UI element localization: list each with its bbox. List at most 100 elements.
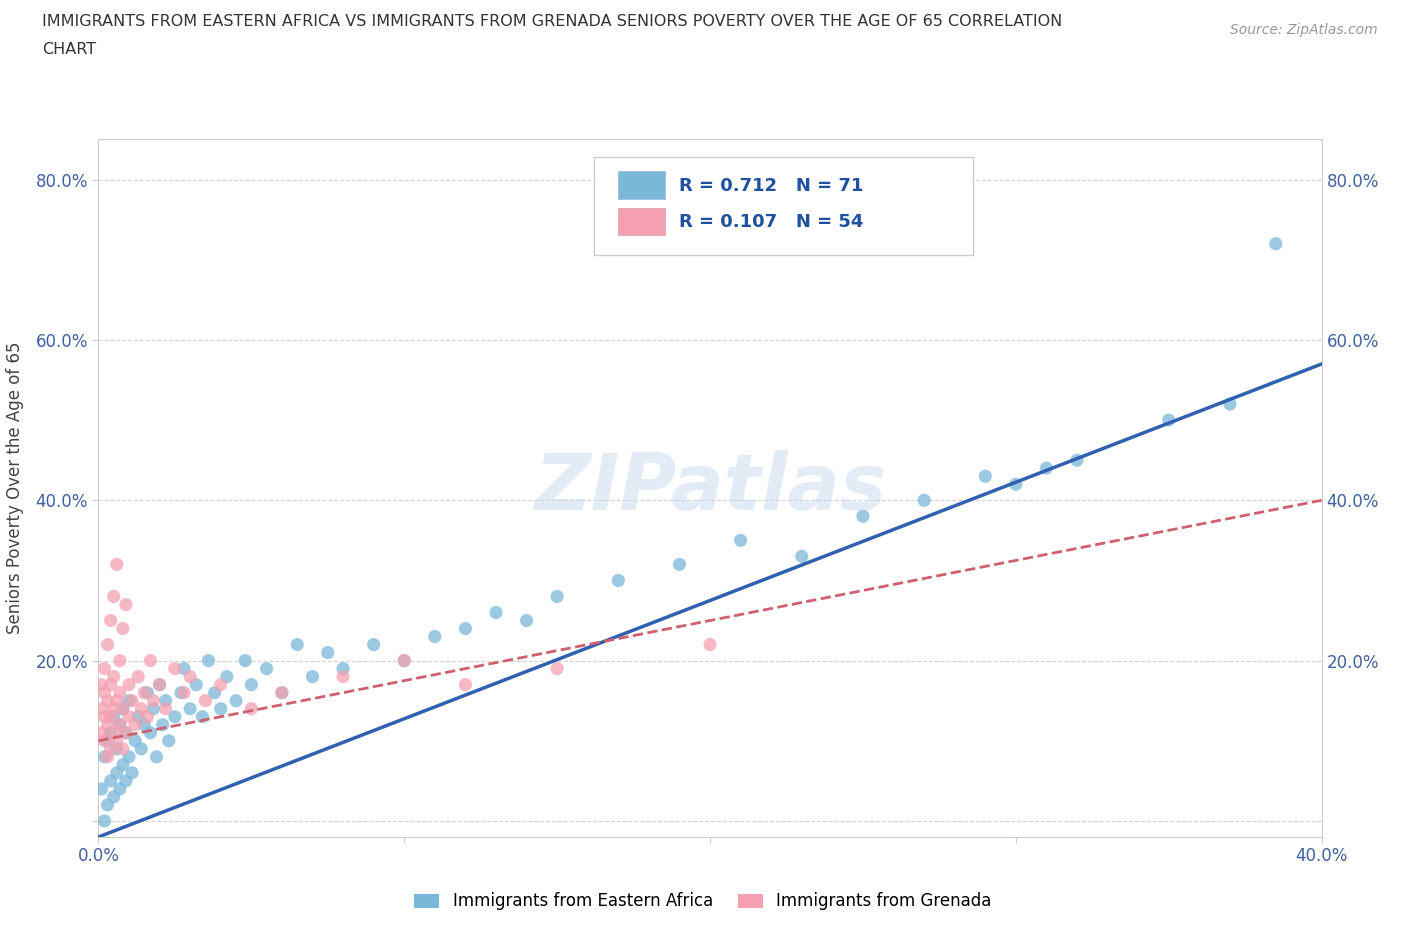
Point [363,637,385,652]
Legend: Immigrants from Eastern Africa, Immigrants from Grenada: Immigrants from Eastern Africa, Immigran… [408,885,998,917]
Point [790,549,813,564]
Point [173,661,195,676]
FancyBboxPatch shape [619,207,665,234]
Point [215,670,238,684]
Point [115,597,138,612]
Text: ZIPatlas: ZIPatlas [534,450,886,526]
Point [225,693,247,708]
Point [105,734,128,749]
Point [108,781,131,796]
Point [186,677,208,692]
Point [121,765,143,780]
Point [90,677,112,692]
Point [516,613,538,628]
Point [118,710,141,724]
Point [1004,477,1026,492]
Point [142,693,165,708]
Text: IMMIGRANTS FROM EASTERN AFRICA VS IMMIGRANTS FROM GRENADA SENIORS POVERTY OVER T: IMMIGRANTS FROM EASTERN AFRICA VS IMMIGR… [42,14,1063,29]
Point [136,685,159,700]
Point [108,717,131,732]
Point [129,701,152,716]
Point [912,493,935,508]
Point [103,589,125,604]
Point [699,637,721,652]
Point [145,750,167,764]
Text: CHART: CHART [42,42,96,57]
Point [163,661,186,676]
Point [194,693,217,708]
Point [668,557,690,572]
Point [103,725,125,740]
Point [105,741,128,756]
Point [163,710,186,724]
Point [100,774,122,789]
Point [97,693,120,708]
Point [124,734,146,749]
Point [103,670,125,684]
Point [100,710,122,724]
Point [179,701,201,716]
Point [332,661,354,676]
Point [97,798,120,813]
Point [100,613,122,628]
Point [97,637,120,652]
Point [108,653,131,668]
Point [100,725,122,740]
Point [1157,413,1180,428]
Point [152,717,174,732]
Point [454,621,477,636]
Point [105,693,128,708]
Point [209,701,232,716]
Point [233,653,256,668]
Point [270,685,292,700]
Point [105,557,128,572]
Point [191,710,214,724]
Point [134,717,156,732]
Text: R = 0.712   N = 71: R = 0.712 N = 71 [679,177,863,194]
Point [1035,460,1057,475]
Point [157,734,180,749]
Point [115,725,138,740]
Point [100,741,122,756]
Point [93,710,115,724]
Point [103,790,125,804]
Point [118,693,141,708]
Text: R = 0.107   N = 54: R = 0.107 N = 54 [679,213,863,231]
Point [139,725,162,740]
Point [209,677,232,692]
Point [454,677,477,692]
Y-axis label: Seniors Poverty Over the Age of 65: Seniors Poverty Over the Age of 65 [7,342,24,634]
Point [1066,453,1088,468]
Point [974,469,997,484]
Point [111,701,134,716]
Point [100,677,122,692]
Point [115,725,138,740]
Point [108,685,131,700]
Point [93,750,115,764]
Point [93,661,115,676]
Point [256,661,278,676]
Point [111,621,134,636]
Point [134,685,156,700]
Point [607,573,630,588]
FancyBboxPatch shape [619,171,665,198]
Point [392,653,416,668]
Point [93,814,115,829]
Point [332,670,354,684]
Point [97,734,120,749]
Point [136,710,159,724]
Text: Source: ZipAtlas.com: Source: ZipAtlas.com [1230,23,1378,37]
Point [118,750,141,764]
Point [118,677,141,692]
Point [170,685,193,700]
Point [852,509,875,524]
Point [111,701,134,716]
Point [204,685,226,700]
Point [730,533,752,548]
Point [97,717,120,732]
FancyBboxPatch shape [593,157,973,255]
Point [179,670,201,684]
Point [270,685,292,700]
Point [103,701,125,716]
Point [115,774,138,789]
